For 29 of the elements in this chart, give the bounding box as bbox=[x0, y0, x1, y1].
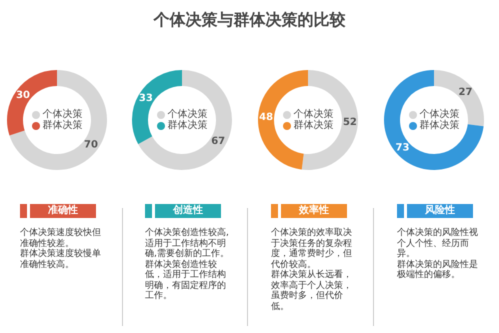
text: 准确性 bbox=[30, 204, 96, 218]
text: 个体决策创造性较高,适用于工作结构不明确,需要创新的工作。 bbox=[145, 228, 229, 260]
text: 群体决策的风险性是极端性的偏移。 bbox=[397, 260, 479, 280]
data-label: 48 bbox=[259, 112, 274, 123]
data-label: 27 bbox=[458, 86, 472, 98]
text: 个体决策与群体决策的比较 bbox=[152, 10, 346, 31]
text: 群体决策从长远看，效率高于个人决策，虽费时多，但代价低。 bbox=[271, 270, 353, 312]
text: 个体决策速度较快但准确性较差。 bbox=[20, 228, 102, 248]
data-label: 30 bbox=[16, 90, 30, 101]
text: 群体决策速度较慢单准确性较高。 bbox=[20, 249, 102, 270]
text: 群体决策创造性较低，适用于工作结构明确，有固定程序的工作。 bbox=[145, 260, 227, 302]
text: 创造性 bbox=[155, 204, 221, 218]
data-label: 52 bbox=[342, 117, 357, 128]
legend-label: 群体决策 bbox=[168, 120, 208, 131]
legend-label: 个体决策 bbox=[420, 109, 460, 120]
text: 风险性 bbox=[407, 204, 473, 218]
legend-label: 群体决策 bbox=[294, 120, 334, 131]
data-label: 67 bbox=[211, 136, 226, 147]
data-label: 70 bbox=[84, 139, 98, 150]
text: 效率性 bbox=[281, 204, 347, 218]
text: 个体决策的效率取决于决策任务的复杂程度，通常费时少，但代价较高。 bbox=[271, 228, 353, 270]
legend-label: 个体决策 bbox=[168, 109, 208, 120]
legend-label: 个体决策 bbox=[294, 109, 334, 120]
legend-label: 个体决策 bbox=[42, 109, 82, 120]
data-label: 73 bbox=[396, 142, 410, 154]
legend-label: 群体决策 bbox=[42, 120, 82, 131]
legend-label: 群体决策 bbox=[420, 120, 460, 131]
text: 个体决策的风险性视个人个性、经历而异。 bbox=[397, 228, 479, 260]
data-label: 33 bbox=[138, 93, 153, 104]
